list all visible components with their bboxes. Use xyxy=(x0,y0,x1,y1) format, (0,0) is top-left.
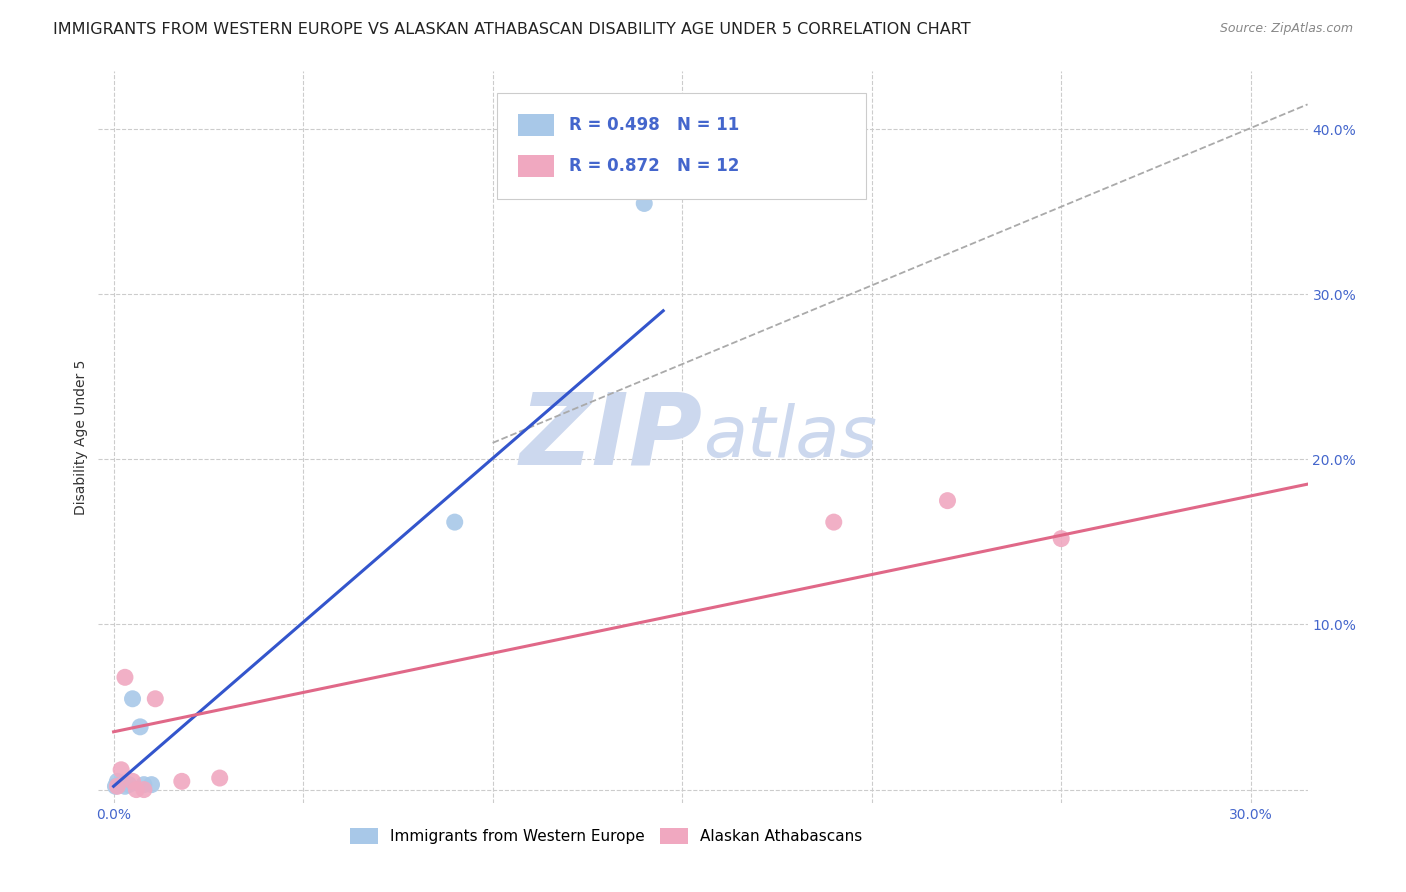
Point xyxy=(132,778,155,792)
Point xyxy=(114,779,136,793)
Text: Source: ZipAtlas.com: Source: ZipAtlas.com xyxy=(1219,22,1353,36)
Point xyxy=(105,774,128,789)
Point xyxy=(141,778,163,792)
Legend: Immigrants from Western Europe, Alaskan Athabascans: Immigrants from Western Europe, Alaskan … xyxy=(344,822,869,850)
Point xyxy=(114,670,136,684)
Point xyxy=(132,782,155,797)
Point xyxy=(104,779,127,793)
Y-axis label: Disability Age Under 5: Disability Age Under 5 xyxy=(75,359,89,515)
Text: R = 0.872   N = 12: R = 0.872 N = 12 xyxy=(569,158,740,176)
Point xyxy=(936,493,959,508)
Text: R = 0.498   N = 11: R = 0.498 N = 11 xyxy=(569,116,740,134)
Point xyxy=(110,763,132,777)
Point xyxy=(143,691,166,706)
FancyBboxPatch shape xyxy=(517,155,554,178)
Point xyxy=(105,779,128,793)
Point xyxy=(823,515,845,529)
FancyBboxPatch shape xyxy=(517,114,554,136)
Text: atlas: atlas xyxy=(703,402,877,472)
Point xyxy=(443,515,465,529)
FancyBboxPatch shape xyxy=(498,94,866,200)
Text: ZIP: ZIP xyxy=(520,389,703,485)
Point xyxy=(1050,532,1073,546)
Point xyxy=(121,774,143,789)
Point xyxy=(208,771,231,785)
Point xyxy=(118,778,141,792)
Point xyxy=(125,782,148,797)
Point xyxy=(633,196,655,211)
Point xyxy=(110,776,132,790)
Point xyxy=(129,720,152,734)
Text: IMMIGRANTS FROM WESTERN EUROPE VS ALASKAN ATHABASCAN DISABILITY AGE UNDER 5 CORR: IMMIGRANTS FROM WESTERN EUROPE VS ALASKA… xyxy=(53,22,972,37)
Point xyxy=(121,691,143,706)
Point xyxy=(170,774,193,789)
